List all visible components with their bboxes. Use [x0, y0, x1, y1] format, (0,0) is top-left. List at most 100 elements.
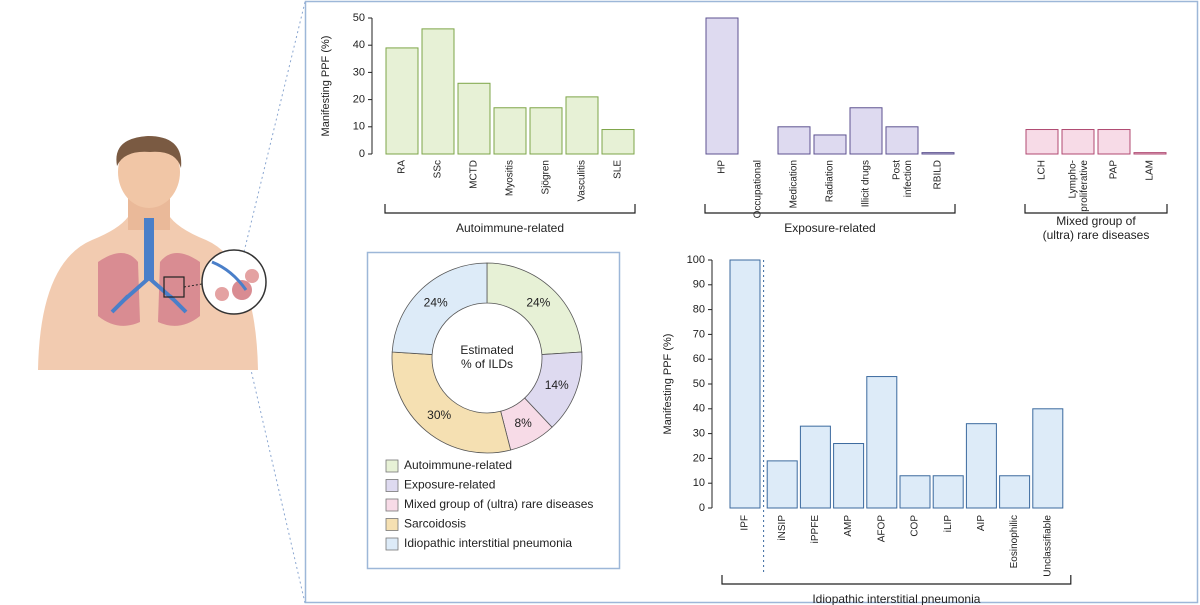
- y-axis-label: Manifesting PPF (%): [662, 334, 674, 435]
- data-label: 14%: [545, 378, 569, 392]
- bar: [885, 126, 919, 155]
- bar: [565, 96, 599, 155]
- center-text: Estimated% of ILDs: [460, 343, 513, 371]
- bar: [457, 82, 491, 155]
- x-tick-label: HP: [717, 160, 728, 174]
- x-tick-label: LCH: [1037, 160, 1048, 180]
- x-tick-label: AIP: [976, 515, 987, 531]
- x-tick-label: Radiation: [825, 160, 836, 202]
- bar: [421, 28, 455, 155]
- data-label: 24%: [526, 295, 550, 309]
- human-illustration: [38, 136, 267, 370]
- x-tick-label: RA: [397, 160, 408, 174]
- bar: [601, 129, 635, 155]
- x-tick-label: Sjögren: [541, 160, 552, 194]
- legend-label: Idiopathic interstitial pneumonia: [404, 536, 572, 550]
- y-tick-label: 50: [693, 378, 705, 390]
- donut-segment: [391, 351, 512, 454]
- y-tick-label: 80: [693, 304, 705, 316]
- bar: [1061, 129, 1095, 155]
- bar: [529, 107, 563, 155]
- x-tick-label: Eosinophilic: [1009, 515, 1020, 568]
- group-label: Mixed group of (ultra) rare diseases: [1043, 214, 1150, 242]
- x-tick-label: Unclassifiable: [1042, 515, 1053, 577]
- y-tick-label: 0: [359, 148, 365, 160]
- y-tick-label: 10: [693, 477, 705, 489]
- x-tick-label: AMP: [843, 515, 854, 537]
- data-label: 8%: [514, 416, 532, 430]
- x-tick-label: RBILD: [933, 160, 944, 189]
- group-bracket: [704, 204, 956, 214]
- y-tick-label: 40: [693, 403, 705, 415]
- bar: [777, 126, 811, 155]
- bar: [866, 376, 898, 509]
- y-tick-label: 50: [353, 12, 365, 24]
- x-tick-label: LAM: [1145, 160, 1156, 181]
- bar: [1032, 408, 1064, 509]
- legend-swatch: [385, 537, 399, 551]
- y-tick-label: 40: [353, 39, 365, 51]
- bar: [493, 107, 527, 155]
- x-tick-label: iPPFE: [810, 515, 821, 544]
- bar: [833, 443, 865, 509]
- legend-swatch: [385, 498, 399, 512]
- bar: [899, 475, 931, 509]
- x-tick-label: COP: [910, 515, 921, 537]
- x-tick-label: iLIP: [943, 515, 954, 533]
- data-label: 30%: [427, 408, 451, 422]
- x-tick-label: PAP: [1109, 160, 1120, 180]
- y-tick-label: 20: [693, 452, 705, 464]
- legend-swatch: [385, 479, 399, 492]
- y-tick-label: 0: [699, 502, 705, 514]
- x-tick-label: SLE: [613, 160, 624, 179]
- bar: [932, 475, 964, 509]
- group-bracket: [1024, 204, 1168, 214]
- y-tick-label: 70: [693, 328, 705, 340]
- x-tick-label: MCTD: [469, 160, 480, 189]
- x-tick-label: Illicit drugs: [861, 160, 872, 207]
- legend-swatch: [385, 518, 399, 531]
- x-tick-label: IPF: [740, 515, 751, 531]
- bar: [385, 47, 419, 155]
- bar: [813, 134, 847, 155]
- y-tick-label: 30: [693, 428, 705, 440]
- bar: [1133, 152, 1167, 155]
- donut-segment: [391, 262, 488, 355]
- x-tick-label: SSc: [433, 160, 444, 178]
- group-bracket: [721, 575, 1072, 585]
- group-bracket: [384, 204, 636, 214]
- bar: [705, 17, 739, 155]
- x-tick-label: Myositis: [505, 160, 516, 196]
- bar: [1097, 129, 1131, 155]
- x-tick-label: Vasculitis: [577, 160, 588, 202]
- data-label: 24%: [424, 295, 448, 309]
- bar: [766, 460, 798, 509]
- legend-label: Autoimmune-related: [404, 458, 512, 472]
- bar: [849, 107, 883, 155]
- y-tick-label: 60: [693, 353, 705, 365]
- pie-frame: [366, 251, 621, 570]
- x-tick-label: Medication: [789, 160, 800, 208]
- group-label: Autoimmune-related: [456, 221, 564, 235]
- y-tick-label: 30: [353, 66, 365, 78]
- bar: [799, 425, 831, 509]
- x-tick-label: AFOP: [876, 515, 887, 543]
- bar: [965, 423, 997, 509]
- group-label: Idiopathic interstitial pneumonia: [812, 592, 980, 605]
- y-tick-label: 100: [687, 254, 705, 266]
- x-tick-label: Lympho-proliferative: [1067, 160, 1090, 212]
- legend-swatch: [385, 459, 399, 473]
- x-tick-label: Postinfection: [891, 160, 914, 197]
- bar: [999, 475, 1031, 509]
- bar: [1025, 129, 1059, 155]
- y-tick-label: 90: [693, 279, 705, 291]
- bar: [729, 259, 761, 509]
- x-tick-label: Occupational: [753, 160, 764, 218]
- legend-label: Exposure-related: [404, 478, 495, 492]
- legend-label: Sarcoidosis: [404, 517, 466, 531]
- x-tick-label: iNSIP: [777, 515, 788, 541]
- zoom-line: [243, 1, 306, 253]
- legend-label: Mixed group of (ultra) rare diseases: [404, 497, 593, 511]
